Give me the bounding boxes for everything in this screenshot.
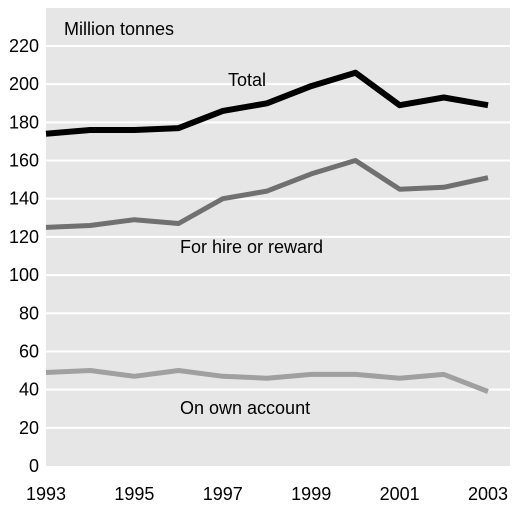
x-tick-label: 1995: [114, 484, 154, 504]
y-tick-label: 200: [9, 74, 39, 94]
y-tick-label: 120: [9, 227, 39, 247]
y-tick-label: 40: [19, 380, 39, 400]
y-axis-unit-label: Million tonnes: [64, 19, 174, 39]
y-axis-tick-labels: 0 20 40 60 80 100 120 140 160 180 200 220: [9, 36, 39, 476]
x-tick-label: 1993: [26, 484, 66, 504]
gridlines: [46, 45, 510, 429]
y-tick-label: 80: [19, 303, 39, 323]
x-tick-label: 2001: [380, 484, 420, 504]
x-tick-label: 2003: [468, 484, 508, 504]
y-tick-label: 220: [9, 36, 39, 56]
series-label-on-own-account: On own account: [180, 398, 310, 418]
series-line-for-hire-or-reward: [45, 158, 489, 230]
y-tick-label: 60: [19, 341, 39, 361]
x-tick-label: 1999: [291, 484, 331, 504]
series-label-total: Total: [228, 70, 266, 90]
series-line-total: [45, 69, 489, 137]
x-tick-label: 1997: [203, 484, 243, 504]
y-tick-label: 140: [9, 189, 39, 209]
y-tick-label: 100: [9, 265, 39, 285]
y-tick-label: 0: [29, 456, 39, 476]
y-tick-label: 180: [9, 112, 39, 132]
x-axis-tick-labels: 1993 1995 1997 1999 2001 2003: [26, 484, 508, 504]
series-lines: [45, 69, 489, 394]
series-line-on-own-account: [45, 368, 489, 394]
series-label-for-hire-or-reward: For hire or reward: [180, 237, 323, 257]
y-tick-label: 20: [19, 418, 39, 438]
y-tick-label: 160: [9, 151, 39, 171]
